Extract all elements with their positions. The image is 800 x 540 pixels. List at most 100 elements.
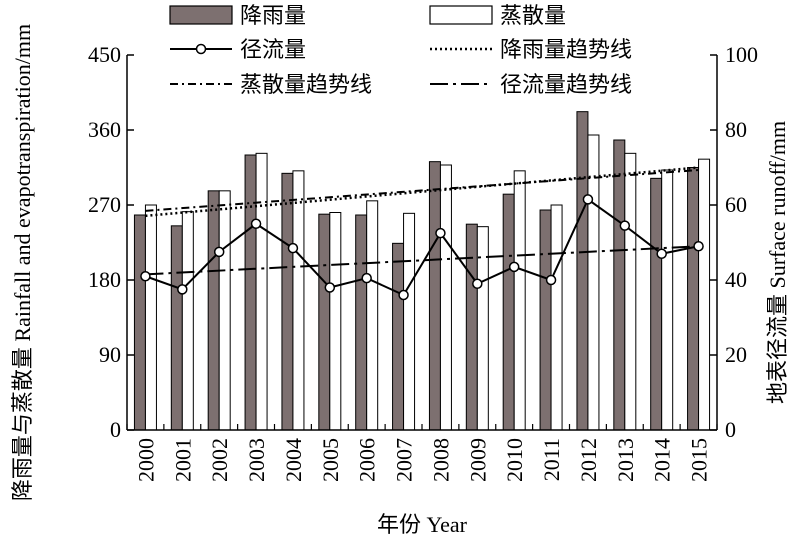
rainfall-bar <box>502 193 515 431</box>
evapotranspiration-bar <box>292 170 305 431</box>
evapotranspiration-bar <box>698 158 711 431</box>
legend-item: 径流量 <box>170 37 306 62</box>
x-tick-label: 2012 <box>576 438 601 482</box>
evapotranspiration-bar <box>439 164 452 431</box>
legend-marker <box>195 43 207 55</box>
right-axis-title: 地表径流量 Surface runoff/mm <box>765 121 790 404</box>
runoff-point <box>213 246 225 258</box>
rainfall-bar <box>392 242 405 431</box>
rainfall-bar <box>318 213 331 431</box>
runoff-point <box>398 289 409 301</box>
evapotranspiration-bar <box>661 169 674 431</box>
x-tick-label: 2011 <box>539 438 564 481</box>
right-tick-label: 0 <box>725 417 736 442</box>
evapotranspiration-bar <box>255 152 268 431</box>
x-tick-label: 2015 <box>687 438 712 482</box>
runoff-point <box>545 274 557 286</box>
runoff-point <box>693 241 704 252</box>
right-tick-label: 60 <box>725 192 747 217</box>
legend-label: 降雨量 <box>240 3 306 28</box>
legend-item: 蒸散量趋势线 <box>170 72 372 97</box>
x-tick-label: 2003 <box>244 438 269 482</box>
runoff-point <box>656 248 667 259</box>
right-tick-label: 20 <box>725 342 747 367</box>
legend-label: 降雨量趋势线 <box>500 37 632 62</box>
evapotranspiration-bar <box>181 211 194 431</box>
left-tick-label: 270 <box>88 192 121 217</box>
x-tick-label: 2010 <box>502 438 527 482</box>
runoff-line-group <box>140 194 704 301</box>
legend-item: 降雨量趋势线 <box>430 37 632 62</box>
evapotranspiration-bar <box>513 170 526 431</box>
left-tick-label: 90 <box>99 342 121 367</box>
evapotranspiration-bar <box>366 200 379 431</box>
runoff-point <box>435 227 446 239</box>
x-tick-label: 2000 <box>133 438 158 482</box>
rainfall-bar <box>281 172 294 431</box>
rainfall-bar <box>687 167 700 431</box>
rainfall-bar <box>355 214 368 431</box>
rainfall-bar <box>207 190 220 431</box>
right-tick-label: 40 <box>725 267 747 292</box>
rainfall-bar <box>465 223 478 431</box>
axes-group: 0 90 180 270 360 450 0 20 40 60 80 100 2000 2001 2002 2… <box>10 24 790 537</box>
x-tick-label: 2004 <box>281 438 306 482</box>
rainfall-bar <box>539 209 552 431</box>
trendline <box>145 169 699 212</box>
x-axis-title: 年份 Year <box>377 512 468 537</box>
left-axis-title: 降雨量与蒸散量 Rainfall and evapotranspiration/… <box>10 24 35 501</box>
x-tick-label: 2014 <box>650 438 675 482</box>
evapotranspiration-bar <box>587 134 600 431</box>
runoff-point <box>140 271 151 282</box>
x-tick-label: 2013 <box>613 438 638 482</box>
x-tick-label: 2009 <box>465 438 490 482</box>
legend-item: 降雨量 <box>169 3 306 28</box>
legend-label: 径流量趋势线 <box>500 72 632 97</box>
left-tick-label: 360 <box>88 117 121 142</box>
right-tick-label: 80 <box>725 117 747 142</box>
rainfall-bar <box>170 225 183 431</box>
evapotranspiration-bar <box>218 190 231 431</box>
rainfall-bar <box>576 111 589 431</box>
runoff-point <box>361 272 372 284</box>
legend-item: 蒸散量 <box>429 3 566 28</box>
runoff-point <box>324 282 336 293</box>
runoff-line <box>145 197 699 297</box>
trendlines-group <box>145 166 699 276</box>
runoff-point <box>619 220 631 231</box>
x-tick-label: 2007 <box>392 438 417 482</box>
rainfall-bar <box>428 161 441 431</box>
legend-label: 径流量 <box>240 37 306 62</box>
x-tick-label: 2005 <box>318 438 343 482</box>
runoff-point <box>250 218 262 229</box>
x-tick-label: 2001 <box>170 438 195 482</box>
left-tick-label: 180 <box>88 267 121 292</box>
runoff-point <box>582 194 594 205</box>
rainfall-bar <box>650 177 663 431</box>
rainfall-bar <box>133 214 146 431</box>
x-tick-label: 2002 <box>207 438 232 482</box>
runoff-point <box>287 242 299 254</box>
x-tick-label: 2006 <box>355 438 380 482</box>
left-tick-label: 450 <box>88 42 121 67</box>
legend-swatch <box>429 5 493 25</box>
legend-label: 蒸散量趋势线 <box>240 72 372 97</box>
runoff-point <box>508 261 520 273</box>
legend-item: 径流量趋势线 <box>430 72 632 97</box>
legend-label: 蒸散量 <box>500 3 566 28</box>
evapotranspiration-bar <box>624 152 637 431</box>
runoff-point <box>472 278 483 289</box>
evapotranspiration-bar <box>144 204 157 431</box>
left-tick-label: 0 <box>110 417 121 442</box>
rainfall-bar <box>613 139 626 431</box>
evapotranspiration-bar <box>550 204 563 431</box>
legend-swatch <box>169 5 233 25</box>
evapotranspiration-bar <box>403 212 416 431</box>
x-tick-label: 2008 <box>428 438 453 482</box>
evapotranspiration-bar <box>329 212 342 431</box>
runoff-point <box>177 284 188 295</box>
rainfall-bar <box>244 154 257 431</box>
right-tick-label: 100 <box>725 42 758 67</box>
